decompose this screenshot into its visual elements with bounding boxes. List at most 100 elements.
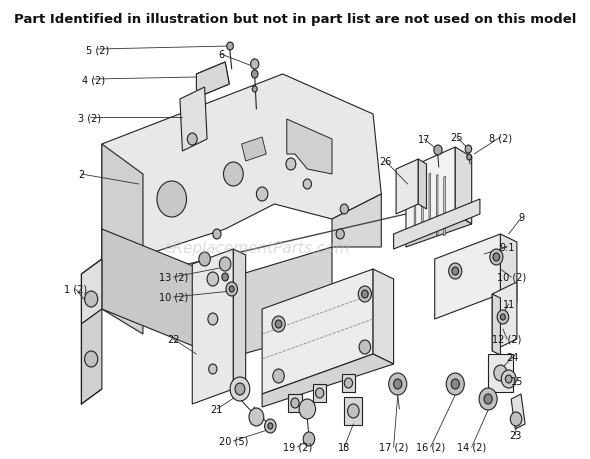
Polygon shape bbox=[234, 249, 245, 395]
Circle shape bbox=[303, 432, 314, 446]
Circle shape bbox=[316, 388, 324, 398]
Circle shape bbox=[268, 423, 273, 429]
Circle shape bbox=[479, 388, 497, 410]
Circle shape bbox=[359, 340, 371, 354]
Circle shape bbox=[230, 377, 250, 401]
Circle shape bbox=[230, 286, 234, 292]
Polygon shape bbox=[81, 309, 102, 404]
Circle shape bbox=[235, 383, 245, 395]
Circle shape bbox=[199, 252, 211, 266]
Circle shape bbox=[157, 182, 186, 218]
Polygon shape bbox=[444, 177, 445, 236]
Circle shape bbox=[251, 71, 258, 79]
Polygon shape bbox=[396, 160, 418, 214]
Bar bbox=[313, 384, 326, 402]
Polygon shape bbox=[414, 171, 416, 235]
Bar bbox=[342, 374, 355, 392]
Polygon shape bbox=[192, 249, 234, 404]
Text: 12 (2): 12 (2) bbox=[492, 334, 522, 344]
Circle shape bbox=[222, 274, 228, 281]
Text: 8 (2): 8 (2) bbox=[489, 133, 512, 143]
Polygon shape bbox=[500, 235, 517, 302]
Circle shape bbox=[389, 373, 407, 395]
Circle shape bbox=[84, 291, 98, 308]
Bar bbox=[289, 394, 301, 412]
Polygon shape bbox=[102, 230, 225, 359]
Circle shape bbox=[84, 351, 98, 367]
Polygon shape bbox=[406, 148, 455, 236]
Circle shape bbox=[207, 272, 218, 286]
Circle shape bbox=[249, 408, 264, 426]
Circle shape bbox=[448, 263, 462, 280]
Circle shape bbox=[434, 146, 442, 156]
Circle shape bbox=[340, 205, 349, 214]
Circle shape bbox=[500, 314, 506, 320]
Polygon shape bbox=[492, 294, 500, 355]
Polygon shape bbox=[435, 235, 500, 319]
Polygon shape bbox=[225, 247, 332, 359]
Circle shape bbox=[345, 378, 353, 388]
Text: 23: 23 bbox=[509, 430, 522, 440]
Polygon shape bbox=[455, 148, 471, 224]
Text: 1 (2): 1 (2) bbox=[64, 285, 87, 294]
Circle shape bbox=[348, 404, 359, 418]
Circle shape bbox=[452, 268, 458, 275]
Text: 9:1: 9:1 bbox=[499, 242, 515, 252]
Circle shape bbox=[446, 373, 464, 395]
Bar bbox=[345, 397, 362, 425]
Polygon shape bbox=[196, 63, 230, 97]
Text: 2: 2 bbox=[78, 170, 84, 179]
Circle shape bbox=[227, 43, 234, 51]
Circle shape bbox=[208, 313, 218, 325]
Circle shape bbox=[273, 369, 284, 383]
Circle shape bbox=[465, 146, 471, 154]
Polygon shape bbox=[437, 175, 438, 236]
Circle shape bbox=[336, 230, 345, 240]
Text: eReplacementParts.com: eReplacementParts.com bbox=[163, 240, 350, 255]
Text: 13 (2): 13 (2) bbox=[159, 272, 188, 282]
Polygon shape bbox=[102, 75, 381, 269]
Circle shape bbox=[451, 379, 460, 389]
Polygon shape bbox=[81, 259, 102, 325]
Text: 6: 6 bbox=[218, 50, 224, 60]
Circle shape bbox=[251, 60, 259, 70]
Circle shape bbox=[226, 282, 237, 297]
Text: 26: 26 bbox=[379, 157, 392, 167]
Text: 17 (2): 17 (2) bbox=[379, 442, 408, 452]
Circle shape bbox=[490, 249, 503, 265]
Polygon shape bbox=[429, 174, 431, 235]
Polygon shape bbox=[262, 269, 373, 394]
Text: 20 (5): 20 (5) bbox=[219, 436, 248, 446]
Circle shape bbox=[213, 230, 221, 240]
Circle shape bbox=[493, 253, 500, 262]
Text: 16 (2): 16 (2) bbox=[416, 442, 445, 452]
Polygon shape bbox=[180, 88, 207, 151]
Text: 21: 21 bbox=[211, 404, 223, 414]
Circle shape bbox=[272, 316, 285, 332]
Polygon shape bbox=[262, 354, 394, 407]
Text: 18: 18 bbox=[338, 442, 350, 452]
Circle shape bbox=[291, 398, 299, 408]
Circle shape bbox=[209, 364, 217, 374]
Circle shape bbox=[264, 419, 276, 433]
Circle shape bbox=[276, 320, 282, 328]
Polygon shape bbox=[418, 160, 427, 210]
Text: 14 (2): 14 (2) bbox=[457, 442, 486, 452]
Circle shape bbox=[257, 188, 268, 202]
Circle shape bbox=[394, 379, 402, 389]
Bar bbox=[488, 354, 513, 392]
Polygon shape bbox=[373, 269, 394, 364]
Circle shape bbox=[494, 365, 507, 381]
Text: Part Identified in illustration but not in part list are not used on this model: Part Identified in illustration but not … bbox=[14, 13, 576, 26]
Text: 4 (2): 4 (2) bbox=[82, 75, 105, 85]
Circle shape bbox=[362, 291, 368, 298]
Polygon shape bbox=[492, 282, 517, 351]
Circle shape bbox=[299, 399, 316, 419]
Circle shape bbox=[502, 370, 516, 388]
Text: 25: 25 bbox=[451, 133, 463, 143]
Circle shape bbox=[497, 310, 509, 325]
Polygon shape bbox=[332, 195, 381, 247]
Text: 24: 24 bbox=[507, 352, 519, 362]
Circle shape bbox=[506, 375, 512, 383]
Circle shape bbox=[253, 87, 257, 93]
